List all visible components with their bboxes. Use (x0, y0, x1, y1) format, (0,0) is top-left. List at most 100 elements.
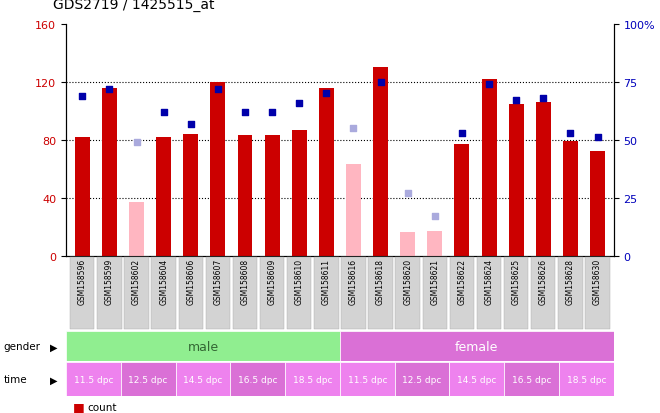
Text: GDS2719 / 1425515_at: GDS2719 / 1425515_at (53, 0, 214, 12)
FancyBboxPatch shape (260, 258, 284, 329)
Point (376, 79, 386, 86)
FancyBboxPatch shape (531, 258, 556, 329)
Point (484, 82, 494, 88)
Bar (590, 152, 605, 256)
Text: 18.5 dpc: 18.5 dpc (567, 375, 606, 384)
Bar (400, 233, 415, 256)
Text: 18.5 dpc: 18.5 dpc (293, 375, 332, 384)
Point (538, 95, 548, 102)
Bar (373, 68, 388, 256)
FancyBboxPatch shape (477, 258, 501, 329)
Text: GSM158621: GSM158621 (430, 258, 440, 304)
Text: 16.5 dpc: 16.5 dpc (238, 375, 277, 384)
Point (430, 214, 440, 220)
Point (158, 109, 169, 116)
Text: GSM158611: GSM158611 (322, 258, 331, 304)
Text: GSM158625: GSM158625 (512, 258, 521, 304)
Point (592, 135, 603, 141)
Text: time: time (3, 375, 27, 385)
Text: GSM158606: GSM158606 (186, 258, 195, 304)
FancyBboxPatch shape (504, 258, 529, 329)
Bar (238, 136, 252, 256)
Bar (66, 332, 340, 361)
Text: 12.5 dpc: 12.5 dpc (129, 375, 168, 384)
Point (294, 100, 304, 107)
Text: male: male (187, 340, 218, 353)
Point (457, 130, 467, 137)
Text: GSM158620: GSM158620 (403, 258, 412, 304)
Bar (66, 363, 121, 396)
Bar (504, 363, 559, 396)
FancyBboxPatch shape (206, 258, 230, 329)
Bar (428, 231, 442, 256)
Point (565, 130, 576, 137)
FancyBboxPatch shape (368, 258, 393, 329)
FancyBboxPatch shape (151, 258, 176, 329)
Bar (230, 363, 285, 396)
Bar (455, 145, 469, 256)
Point (185, 121, 196, 128)
Bar (449, 363, 504, 396)
Bar (121, 363, 176, 396)
FancyBboxPatch shape (341, 258, 366, 329)
Point (240, 109, 250, 116)
FancyBboxPatch shape (124, 258, 148, 329)
Bar (509, 104, 523, 256)
FancyBboxPatch shape (422, 258, 447, 329)
Text: GSM158624: GSM158624 (484, 258, 494, 304)
Text: 12.5 dpc: 12.5 dpc (403, 375, 442, 384)
Text: GSM158608: GSM158608 (240, 258, 249, 304)
Text: GSM158626: GSM158626 (539, 258, 548, 304)
Point (104, 86, 115, 93)
Bar (536, 103, 550, 256)
Bar (176, 363, 230, 396)
FancyBboxPatch shape (70, 258, 94, 329)
Bar (292, 131, 307, 256)
Text: GSM158618: GSM158618 (376, 258, 385, 304)
FancyBboxPatch shape (287, 258, 312, 329)
Bar (340, 363, 395, 396)
Bar (183, 135, 198, 256)
Bar (559, 363, 614, 396)
Text: GSM158610: GSM158610 (295, 258, 304, 304)
Text: 11.5 dpc: 11.5 dpc (74, 375, 113, 384)
Bar (102, 88, 117, 256)
Text: ▶: ▶ (50, 375, 57, 385)
Bar (211, 83, 225, 256)
Bar (265, 136, 280, 256)
Text: female: female (455, 340, 498, 353)
Bar (482, 80, 496, 256)
FancyBboxPatch shape (395, 258, 420, 329)
Text: GSM158622: GSM158622 (457, 258, 467, 304)
FancyBboxPatch shape (233, 258, 257, 329)
FancyBboxPatch shape (179, 258, 203, 329)
Text: GSM158630: GSM158630 (593, 258, 602, 304)
Point (267, 109, 277, 116)
FancyBboxPatch shape (449, 258, 474, 329)
Bar (563, 142, 578, 256)
Bar (285, 363, 340, 396)
Point (213, 86, 223, 93)
Text: GSM158616: GSM158616 (349, 258, 358, 304)
FancyBboxPatch shape (585, 258, 610, 329)
Text: ■: ■ (73, 400, 84, 413)
Point (511, 98, 521, 104)
Text: GSM158604: GSM158604 (159, 258, 168, 304)
Text: 16.5 dpc: 16.5 dpc (512, 375, 551, 384)
Text: count: count (87, 402, 117, 412)
Text: ▶: ▶ (50, 342, 57, 351)
Text: 14.5 dpc: 14.5 dpc (457, 375, 496, 384)
Point (348, 126, 359, 132)
Text: GSM158628: GSM158628 (566, 258, 575, 304)
FancyBboxPatch shape (558, 258, 583, 329)
Bar (395, 363, 449, 396)
Text: GSM158599: GSM158599 (105, 258, 114, 304)
Text: 11.5 dpc: 11.5 dpc (348, 375, 387, 384)
Bar (75, 138, 90, 256)
Text: GSM158607: GSM158607 (213, 258, 222, 304)
Point (131, 140, 142, 146)
Text: GSM158596: GSM158596 (78, 258, 86, 304)
Point (77, 93, 88, 100)
Bar (156, 138, 171, 256)
Bar (340, 332, 614, 361)
